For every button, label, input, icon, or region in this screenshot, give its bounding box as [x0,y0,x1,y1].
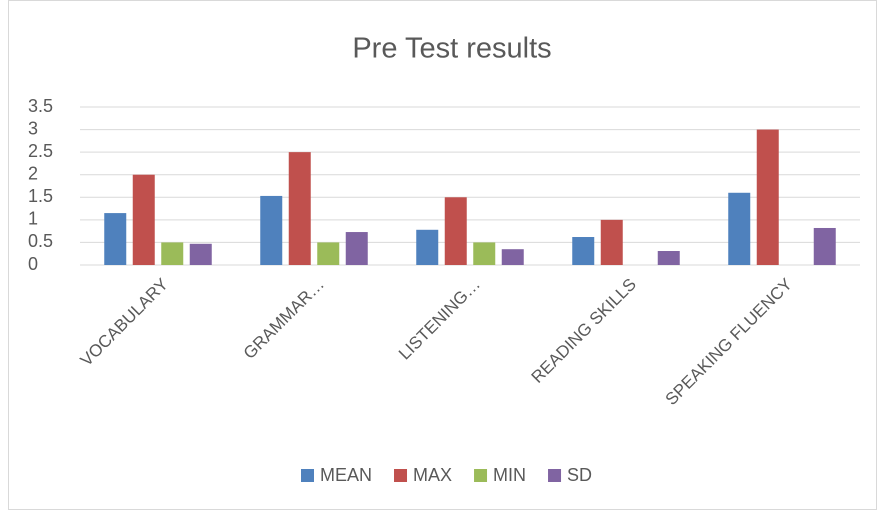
legend-swatch [301,469,314,482]
bar [572,237,595,265]
bar [813,227,836,265]
bar [317,242,340,265]
bar [161,242,184,265]
y-tick-label: 3 [28,118,38,138]
bar [288,152,311,265]
bar [501,249,524,265]
y-tick-label: 3.5 [28,96,53,116]
legend-label: MAX [413,465,452,485]
chart-title: Pre Test results [352,33,551,65]
y-tick-label: 0.5 [28,231,53,251]
y-tick-label: 0 [28,254,38,274]
bar [657,251,680,265]
legend-label: SD [567,465,592,485]
bar [416,229,439,265]
bar [132,174,155,265]
bar [189,243,212,265]
bar [345,232,368,265]
legend-swatch [474,469,488,482]
bar [473,242,496,265]
bar [260,195,283,265]
bar [600,219,623,265]
legend-label: MEAN [320,465,372,485]
legend-swatch [548,469,562,482]
legend-swatch [394,469,408,482]
bar [104,213,127,265]
bar [444,197,467,265]
y-tick-label: 1.5 [28,186,53,206]
bar [756,129,779,265]
bar [728,192,751,265]
legend-label: MIN [493,465,526,485]
y-tick-label: 1 [28,209,38,229]
y-tick-label: 2.5 [28,141,53,161]
y-tick-label: 2 [28,163,38,183]
